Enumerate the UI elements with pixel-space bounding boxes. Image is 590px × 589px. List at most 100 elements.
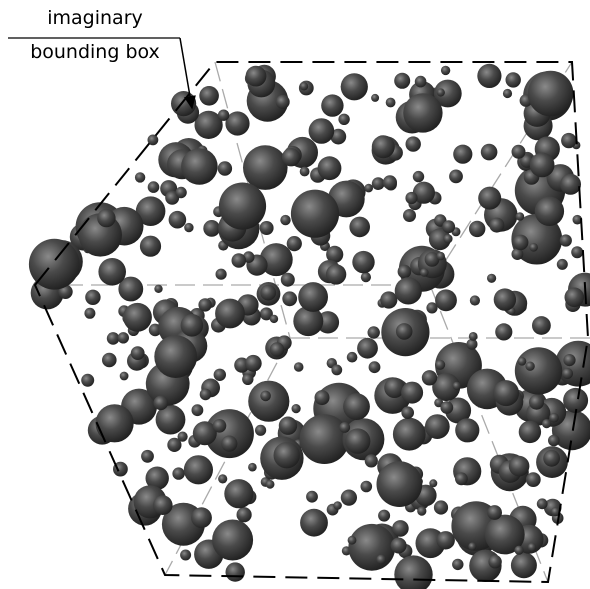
sphere — [530, 153, 555, 178]
sphere — [453, 382, 461, 390]
sphere — [452, 559, 463, 570]
sphere — [221, 436, 237, 452]
sphere — [171, 91, 196, 116]
sphere — [560, 234, 572, 246]
sphere — [469, 221, 485, 237]
sphere — [515, 347, 562, 394]
sphere — [243, 145, 288, 190]
sphere — [309, 118, 335, 144]
sphere — [422, 370, 437, 385]
label: imaginary bounding box — [8, 7, 192, 108]
sphere — [172, 467, 184, 479]
sphere — [543, 450, 560, 467]
sphere — [365, 454, 378, 467]
sphere — [380, 291, 397, 308]
sphere — [280, 215, 290, 225]
sphere — [270, 342, 284, 356]
sphere — [509, 456, 530, 477]
sphere — [298, 282, 328, 312]
sphere — [571, 246, 583, 258]
sphere — [392, 520, 409, 537]
sphere — [154, 285, 162, 293]
sphere — [403, 93, 442, 132]
sphere — [120, 372, 129, 381]
sphere — [413, 171, 424, 182]
sphere — [339, 422, 350, 433]
sphere — [135, 172, 145, 182]
sphere — [219, 183, 266, 230]
sphere — [449, 170, 463, 184]
sphere — [561, 133, 576, 148]
sphere — [532, 316, 551, 335]
sphere — [455, 418, 479, 442]
sphere — [180, 550, 191, 561]
sphere — [198, 298, 211, 311]
sphere — [516, 212, 525, 221]
sphere — [437, 531, 455, 549]
sphere — [548, 435, 560, 447]
sphere — [294, 362, 304, 372]
sphere — [200, 389, 212, 401]
sphere — [212, 520, 253, 561]
sphere — [216, 269, 227, 280]
sphere — [478, 187, 501, 210]
sphere — [291, 190, 339, 238]
sphere — [435, 360, 445, 370]
sphere — [372, 177, 385, 190]
sphere — [348, 524, 395, 571]
sphere — [391, 538, 407, 554]
sphere — [343, 393, 370, 420]
sphere — [213, 419, 227, 433]
sphere — [276, 95, 290, 109]
sphere — [226, 562, 245, 581]
sphere — [437, 252, 445, 260]
sphere — [529, 395, 544, 410]
sphere — [218, 110, 229, 121]
sphere — [255, 425, 266, 436]
sphere — [372, 135, 395, 158]
sphere — [401, 382, 423, 404]
sphere — [511, 552, 537, 578]
sphere — [420, 268, 429, 277]
sphere — [245, 355, 262, 372]
sphere — [326, 264, 346, 284]
sphere — [199, 86, 219, 106]
particles — [29, 64, 590, 589]
sphere — [203, 220, 220, 237]
sphere — [395, 277, 422, 304]
sphere — [528, 543, 537, 552]
sphere — [513, 235, 529, 251]
sphere — [140, 236, 161, 257]
sphere — [364, 184, 373, 193]
sphere — [181, 314, 204, 337]
sphere — [315, 390, 330, 405]
sphere — [435, 289, 457, 311]
sphere — [218, 161, 232, 175]
sphere — [441, 66, 450, 75]
sphere — [184, 455, 213, 484]
sphere — [525, 362, 534, 371]
sphere — [415, 76, 427, 88]
sphere — [376, 555, 386, 565]
sphere — [141, 450, 154, 463]
sphere — [96, 404, 134, 442]
sphere — [107, 332, 120, 345]
sphere — [321, 94, 343, 116]
sphere — [246, 66, 267, 87]
sphere — [224, 479, 253, 508]
sphere — [487, 505, 502, 520]
sphere — [260, 391, 271, 402]
sphere — [494, 288, 516, 310]
sphere — [455, 472, 468, 485]
sphere — [131, 346, 145, 360]
sphere — [506, 72, 521, 87]
sphere — [442, 220, 455, 233]
sphere — [248, 463, 257, 472]
sphere — [154, 335, 197, 378]
sphere — [519, 421, 541, 443]
sphere — [232, 253, 247, 268]
sphere — [503, 89, 512, 98]
sphere — [341, 73, 368, 100]
label-line: bounding box — [30, 41, 160, 63]
sphere — [469, 332, 478, 341]
